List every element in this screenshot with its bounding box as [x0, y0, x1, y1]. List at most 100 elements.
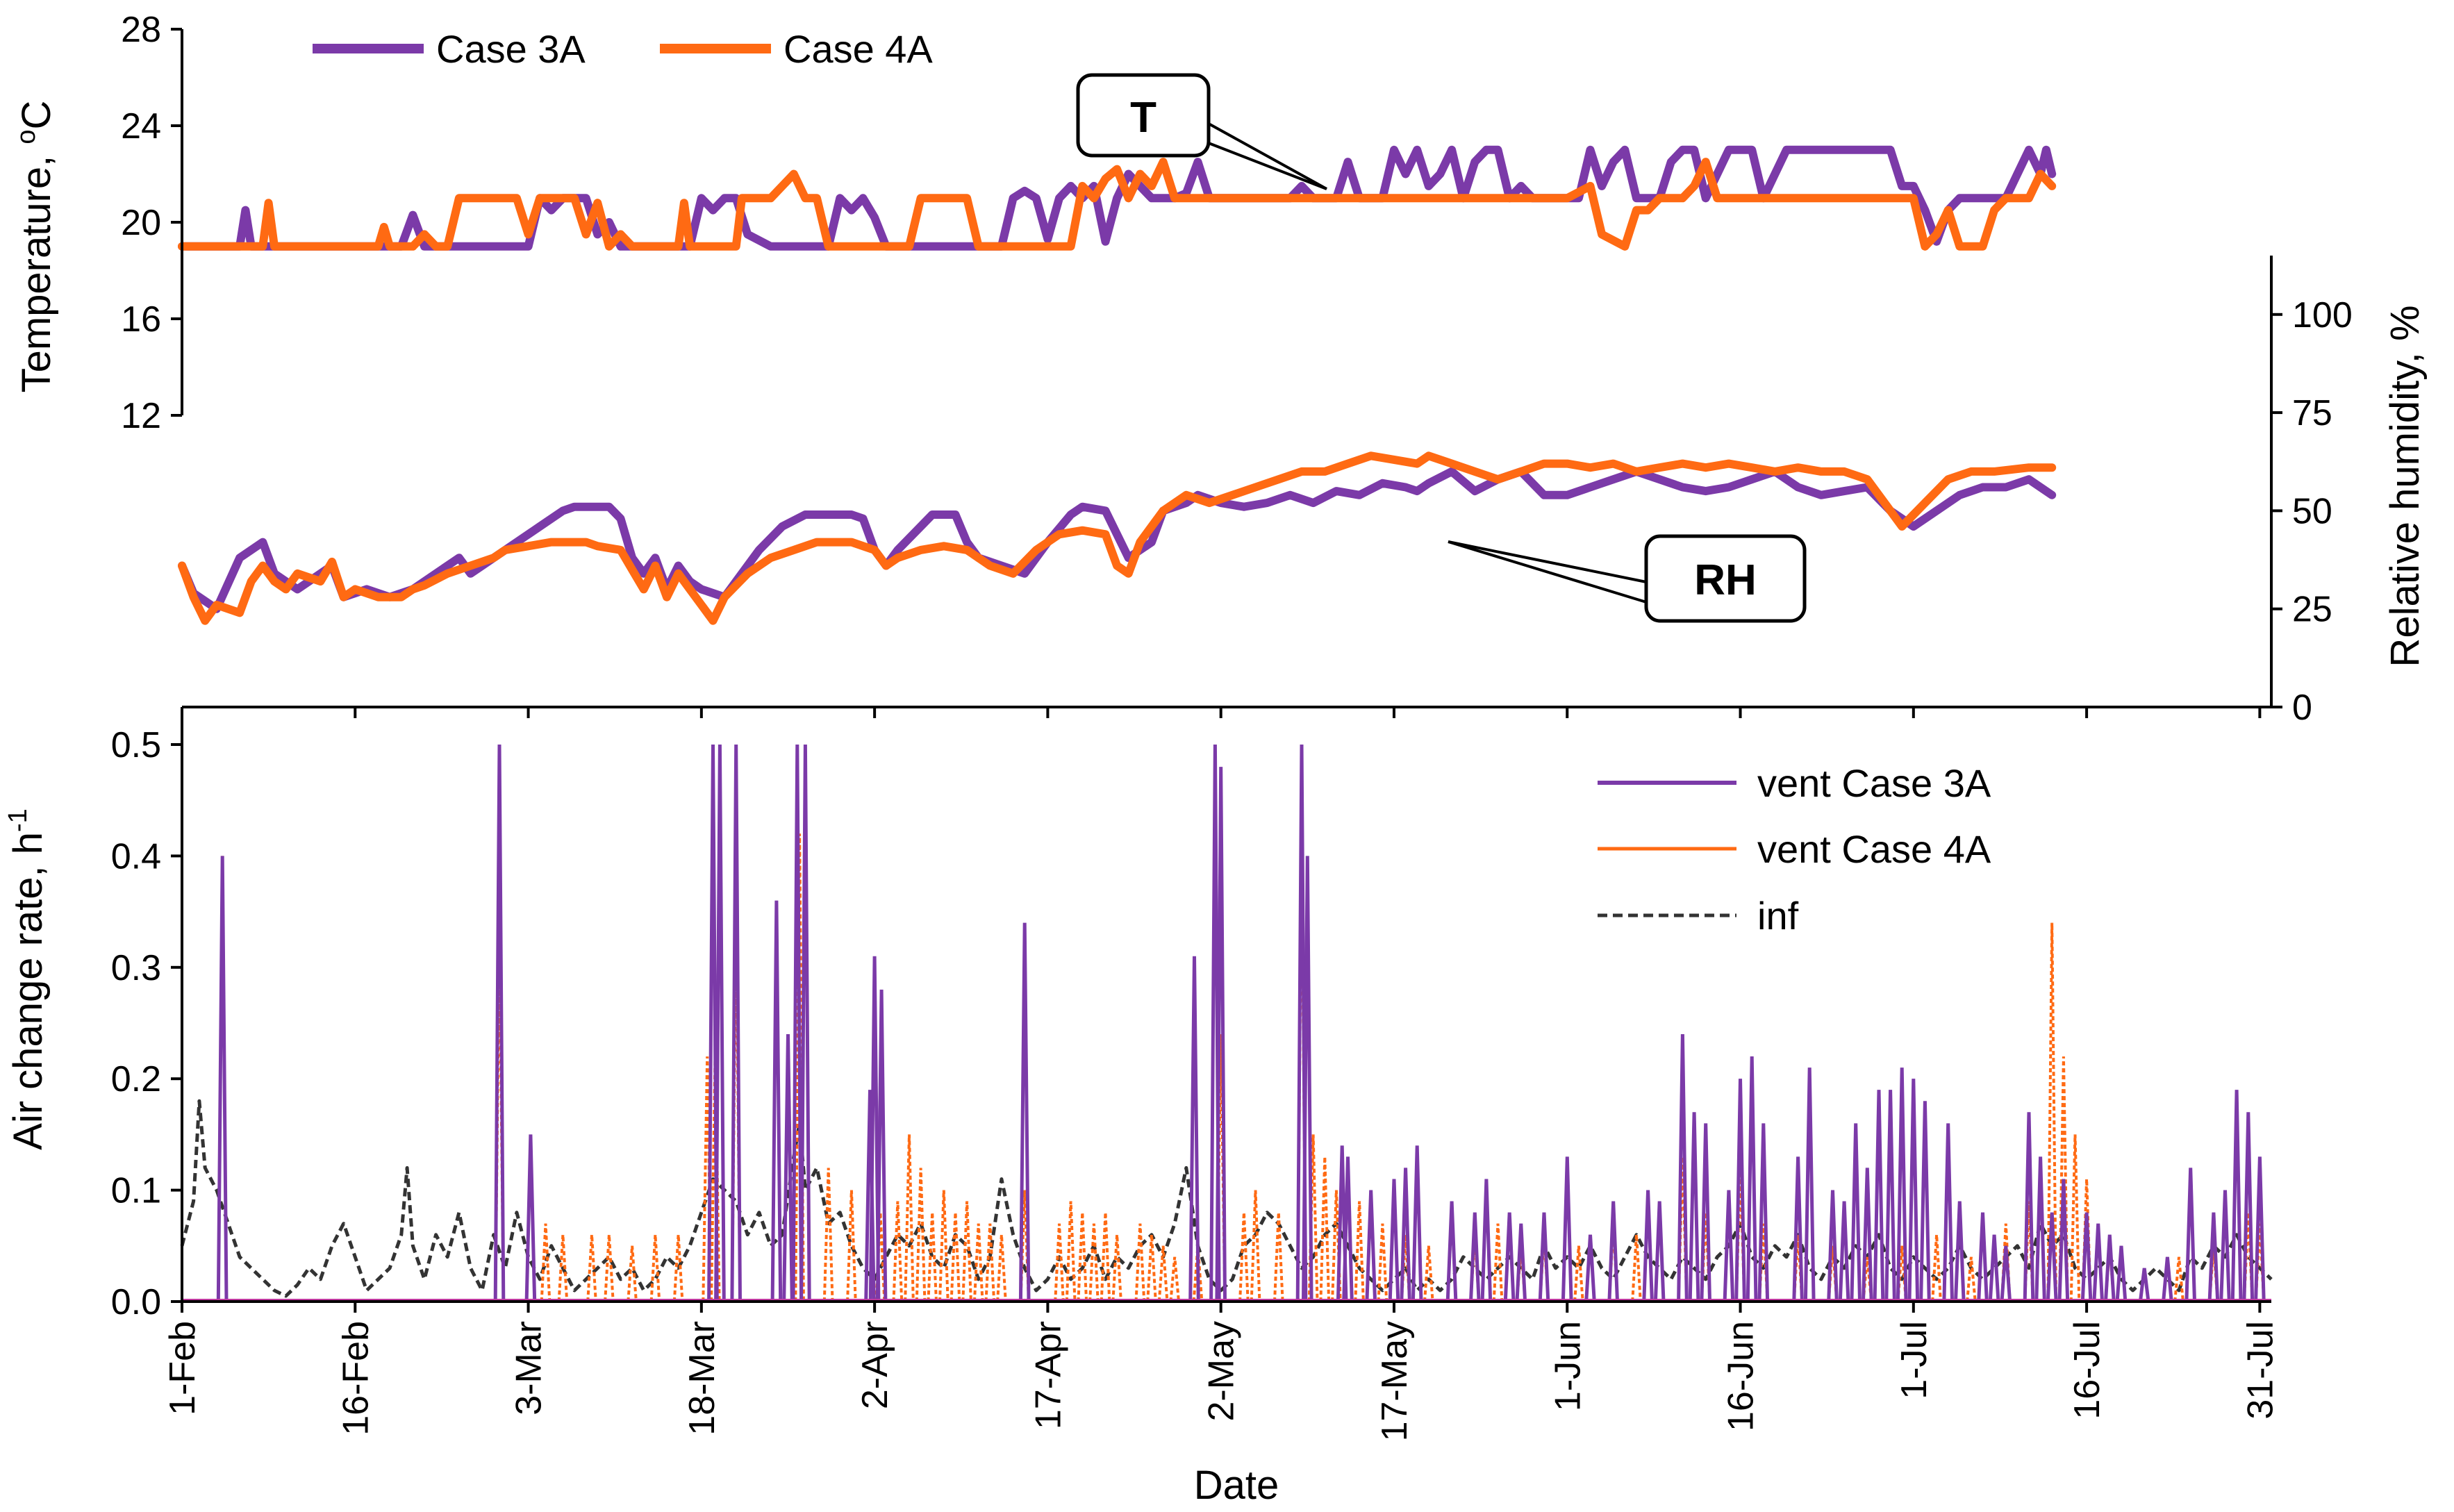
vent-spike: [1873, 1090, 1885, 1302]
x-tick-label: 17-May: [1375, 1321, 1415, 1441]
temperature-legend: Case 3A Case 4A: [313, 27, 933, 71]
temperature-y-tick-label: 20: [121, 203, 161, 243]
vent-spike: [1907, 1079, 1920, 1302]
vent-spike: [904, 1134, 915, 1302]
vent-spike: [1700, 1123, 1711, 1302]
vent-spike: [672, 1234, 684, 1302]
vent-spike: [2057, 1179, 2070, 1302]
vent-spike: [2184, 1168, 2196, 1302]
chart-plot-layer: [178, 145, 2273, 1302]
vent-spike: [1100, 1212, 1111, 1302]
rh-y-tick-label: 100: [2292, 295, 2353, 335]
x-tick-label: 3-Mar: [509, 1321, 549, 1415]
vent-spike: [730, 744, 742, 1302]
x-tick-label: 1-Jun: [1548, 1321, 1588, 1411]
vent-spike: [2242, 1112, 2255, 1302]
x-tick-label: 16-Jul: [2067, 1321, 2107, 1420]
vent-spike: [540, 1223, 552, 1302]
vent-spike: [1653, 1201, 1666, 1302]
callout-rh-label: RH: [1694, 556, 1757, 604]
vent-spike: [1377, 1223, 1388, 1302]
vent-spike: [1515, 1223, 1527, 1302]
vent-spike: [1838, 1201, 1850, 1302]
x-tick-label: 2-May: [1202, 1321, 1242, 1421]
vent-spike: [996, 1234, 1007, 1302]
air-change-y-tick-label: 0.5: [111, 725, 161, 765]
x-tick-label: 1-Feb: [163, 1321, 203, 1415]
vent-spike: [892, 1201, 904, 1302]
vent-spike: [1538, 1212, 1550, 1302]
vent-spike: [1146, 1234, 1157, 1302]
vent-spike: [2207, 1212, 2220, 1302]
air-change-legend: vent Case 3A vent Case 4A inf: [1598, 761, 1991, 938]
vent-spike: [1492, 1223, 1504, 1302]
x-tick-label: 2-Apr: [855, 1321, 895, 1409]
vent-spike: [950, 1212, 961, 1302]
vent-spike: [1445, 1201, 1458, 1302]
vent-spike: [1354, 1201, 1365, 1302]
vent-spike: [799, 744, 811, 1302]
x-tick-label: 1-Jul: [1894, 1321, 1934, 1399]
vent-spike: [1054, 1223, 1065, 1302]
air-change-y-tick-label: 0.1: [111, 1171, 161, 1211]
vent-spike: [649, 1234, 661, 1302]
x-tick-label: 16-Feb: [335, 1321, 376, 1436]
vent-spike: [1157, 1245, 1169, 1302]
rh-series-case-4a: [178, 451, 2057, 625]
vent-spike: [1631, 1234, 1642, 1302]
callout-t-pointer-a: [1208, 122, 1327, 190]
vent-spike: [1966, 1256, 1977, 1302]
chart-axes-layer: Temperature, oC Relative humidity, % Air…: [3, 10, 2428, 1508]
vent-spike: [2046, 922, 2058, 1302]
vent-spike: [915, 1168, 927, 1302]
vent-spike: [1423, 1245, 1434, 1302]
vent-spike: [2104, 1234, 2116, 1302]
vent-spike: [1273, 1212, 1284, 1302]
x-tick-label: 16-Jun: [1721, 1321, 1761, 1431]
rh-y-tick-label: 25: [2292, 590, 2332, 630]
callout-t-label: T: [1130, 94, 1156, 142]
vent-spike: [2092, 1223, 2104, 1302]
vent-spike: [1400, 1168, 1411, 1302]
vent-spike: [972, 1223, 984, 1302]
air-change-axis-title: Air change rate, h-1: [3, 808, 51, 1150]
vent-spike: [782, 1033, 794, 1302]
vent-spike: [604, 1234, 615, 1302]
vent-spike: [524, 1134, 537, 1302]
vent-spike: [1088, 1223, 1100, 1302]
vent-spike: [702, 1056, 713, 1302]
vent-spike: [961, 1201, 972, 1302]
rh-axis-title: Relative humidity, %: [2382, 305, 2428, 667]
air-change-y-tick-label: 0.0: [111, 1282, 161, 1322]
air-change-y-tick-label: 0.2: [111, 1059, 161, 1099]
vent-spike: [1988, 1234, 2000, 1302]
vent-spike: [1977, 1212, 1989, 1302]
vent-spike: [938, 1190, 950, 1302]
vent-spike: [1238, 1212, 1250, 1302]
x-tick-label: 17-Apr: [1028, 1321, 1068, 1429]
rh-y-tick-label: 50: [2292, 491, 2332, 531]
temperature-series-case-4a: [178, 158, 2057, 251]
callout-rh-box: [1644, 534, 1807, 623]
vent-spike: [1827, 1190, 1839, 1302]
vent-spike: [984, 1223, 996, 1302]
vent-spike: [1169, 1256, 1180, 1302]
vent-spike: [1884, 1090, 1896, 1302]
vent-spike: [1803, 1067, 1816, 1302]
vent-spike: [1077, 1212, 1088, 1302]
x-tick-label: 18-Mar: [682, 1321, 722, 1436]
vent-spike: [1607, 1201, 1619, 1302]
rh-y-tick-label: 0: [2292, 688, 2312, 728]
vent-spike: [2000, 1245, 2012, 1302]
vent-spike: [1188, 956, 1200, 1302]
vent-spike: [1388, 1179, 1400, 1302]
vent-spike: [627, 1245, 638, 1302]
vent-spike: [1111, 1234, 1122, 1302]
callouts: T RH: [1076, 73, 1807, 623]
vent-spike: [2000, 1223, 2012, 1302]
x-axis-title: Date: [1194, 1463, 1279, 1508]
vent-spike: [2023, 1112, 2035, 1302]
vent-spike: [1503, 1212, 1516, 1302]
vent-spike: [1331, 1190, 1342, 1302]
vent-spike: [1677, 1033, 1689, 1302]
